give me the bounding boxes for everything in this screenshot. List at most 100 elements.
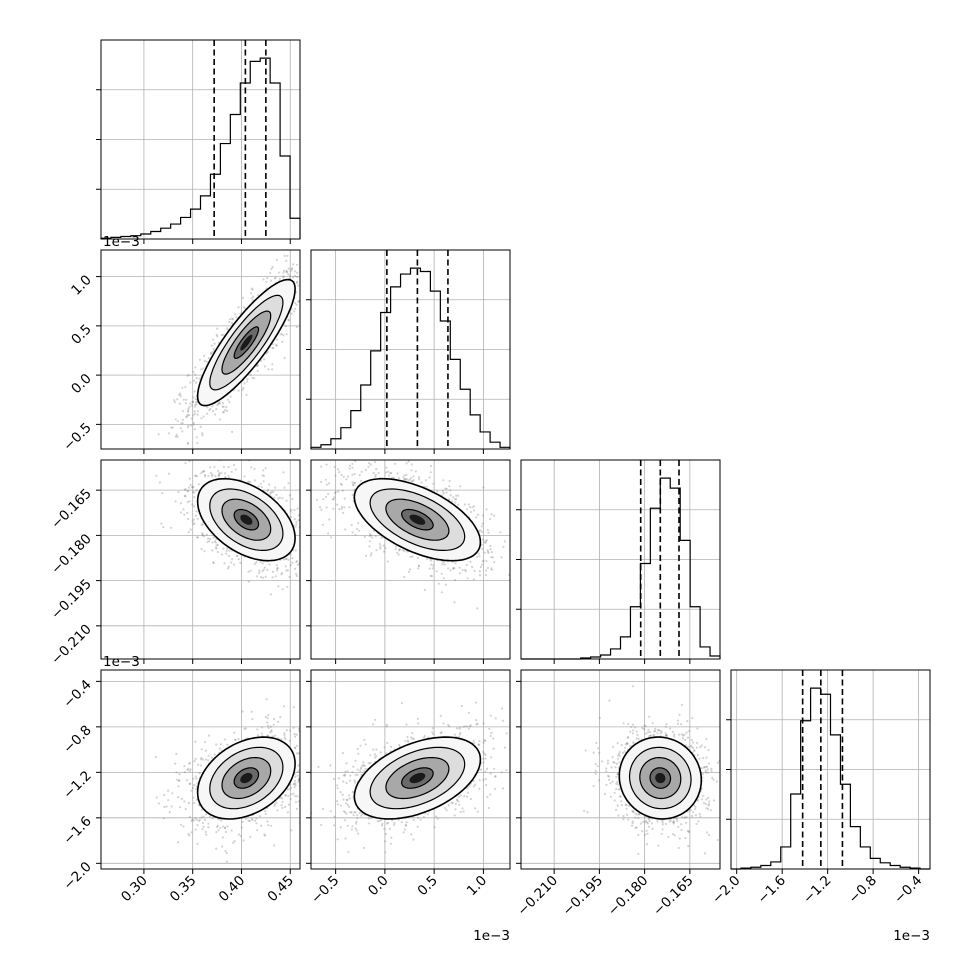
scatter-point <box>187 801 190 805</box>
scatter-point <box>220 471 223 474</box>
scatter-point <box>295 326 299 329</box>
scatter-point <box>461 569 464 572</box>
scatter-point <box>320 508 323 511</box>
scatter-point <box>262 568 265 571</box>
scatter-point <box>181 422 184 425</box>
contour-line <box>209 488 284 551</box>
scatter-point <box>443 563 447 566</box>
scatter-point <box>423 588 426 592</box>
scatter-point <box>200 523 203 526</box>
scatter-point <box>269 593 272 596</box>
scatter-point <box>203 550 206 553</box>
scatter-point <box>297 299 300 303</box>
scatter-point <box>467 503 470 506</box>
scatter-point <box>387 470 390 473</box>
scatter-point <box>403 550 406 553</box>
scatter-point <box>262 474 266 478</box>
scatter-point <box>253 467 256 470</box>
scatter-point <box>230 321 233 324</box>
scatter-point <box>391 476 394 479</box>
scatter-point <box>473 505 476 508</box>
scatter-point <box>432 564 435 567</box>
scatter-point <box>192 485 195 489</box>
scatter-point <box>287 558 290 561</box>
scatter-point <box>207 826 210 829</box>
scatter-point <box>276 567 279 570</box>
scatter-point <box>233 840 236 843</box>
scatter-point <box>286 788 290 791</box>
scatter-point <box>188 834 191 837</box>
scatter-point <box>192 777 195 780</box>
scatter-point <box>191 400 194 403</box>
scatter-point <box>255 575 259 578</box>
scatter-point <box>486 550 489 553</box>
scatter-point <box>352 483 355 486</box>
scatter-point <box>477 552 480 555</box>
scatter-point <box>491 556 494 559</box>
scatter-point <box>297 284 300 287</box>
scatter-point <box>290 793 293 796</box>
scatter-point <box>209 537 212 541</box>
scatter-point <box>493 561 496 564</box>
scatter-point <box>256 829 259 832</box>
scatter-point <box>203 359 206 363</box>
scatter-point <box>193 390 196 393</box>
scatter-point <box>444 583 447 586</box>
scatter-point <box>194 366 197 369</box>
scatter-point <box>215 333 218 336</box>
scatter-point <box>234 313 237 316</box>
scatter-point <box>410 480 413 483</box>
scatter-point <box>285 333 288 336</box>
scatter-point <box>261 570 264 573</box>
scatter-point <box>174 435 177 438</box>
scatter-point <box>189 528 192 531</box>
scatter-point <box>453 567 456 570</box>
scatter-point <box>293 567 297 571</box>
scatter-point <box>208 409 211 412</box>
scatter-point <box>185 398 188 401</box>
scatter-point <box>284 557 287 561</box>
scatter-point <box>435 570 438 573</box>
scatter-point <box>293 310 296 313</box>
scatter-point <box>290 829 293 832</box>
scatter-point <box>442 479 445 482</box>
scatter-point <box>367 465 370 468</box>
scatter-point <box>201 758 204 761</box>
scatter-point <box>294 301 297 305</box>
scatter-point <box>287 482 290 485</box>
scatter-point <box>287 318 290 321</box>
scatter-point <box>379 547 382 550</box>
scatter-point <box>289 564 292 567</box>
contour-line <box>209 294 284 391</box>
scatter-point <box>213 753 216 756</box>
scatter-point <box>441 563 444 566</box>
scatter-point <box>479 565 482 569</box>
scatter-point <box>196 536 199 539</box>
scatter-point <box>487 551 490 555</box>
scatter-point <box>250 287 253 290</box>
scatter-point <box>188 460 191 463</box>
scatter-point <box>195 377 198 380</box>
scatter-point <box>273 496 276 499</box>
scatter-point <box>215 408 218 411</box>
scatter-point <box>485 569 488 572</box>
scatter-point <box>449 489 452 492</box>
scatter-point <box>211 350 214 354</box>
scatter-point <box>193 410 196 413</box>
scatter-point <box>404 477 407 481</box>
scatter-point <box>229 395 232 398</box>
scatter-point <box>197 763 200 766</box>
scatter-point <box>206 540 209 544</box>
scatter-point <box>212 562 215 565</box>
scatter-point <box>294 746 297 749</box>
scatter-point <box>281 806 284 810</box>
scatter-point <box>284 794 287 797</box>
scatter-point <box>431 567 434 570</box>
scatter-point <box>181 410 184 413</box>
scatter-point <box>210 344 213 347</box>
scatter-point <box>231 318 234 321</box>
scatter-point <box>261 562 264 565</box>
scatter-point <box>217 469 220 472</box>
scatter-point <box>214 475 217 478</box>
scatter-point <box>246 380 249 383</box>
